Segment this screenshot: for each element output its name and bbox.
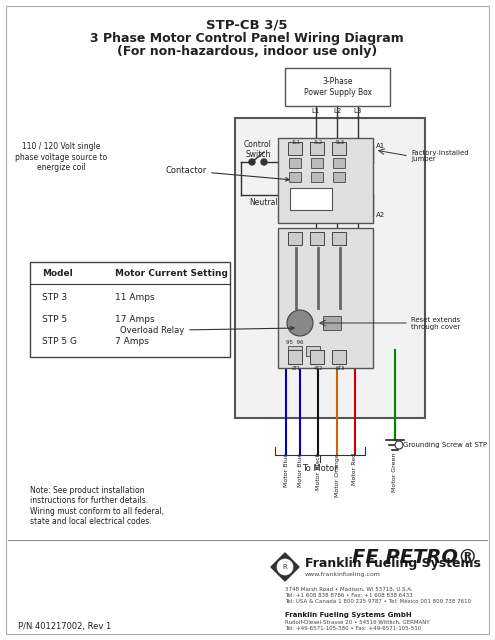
Text: STP 5 G: STP 5 G: [42, 337, 77, 346]
Text: A2: A2: [376, 212, 385, 218]
Text: Reset extends
through cover: Reset extends through cover: [411, 317, 460, 330]
Text: 6T3: 6T3: [336, 366, 345, 371]
Text: To Motor: To Motor: [302, 464, 338, 473]
Bar: [310, 142, 324, 155]
Text: 11 Amps: 11 Amps: [115, 294, 154, 303]
Text: L2: L2: [333, 108, 341, 114]
Text: www.frankinfueling.com: www.frankinfueling.com: [305, 572, 381, 577]
Text: 4T2: 4T2: [313, 366, 323, 371]
Circle shape: [287, 310, 313, 336]
Bar: [323, 316, 341, 330]
Text: 17 Amps: 17 Amps: [115, 316, 154, 324]
Bar: [278, 228, 373, 368]
Text: L1: L1: [312, 108, 320, 114]
Text: Motor Blue: Motor Blue: [297, 453, 302, 487]
Bar: [310, 232, 324, 245]
Text: Overload Relay: Overload Relay: [120, 326, 294, 335]
Bar: [310, 350, 324, 364]
Text: 1L1: 1L1: [292, 140, 300, 145]
Bar: [306, 346, 320, 356]
Text: Note: See product installation
instructions for further details.
Wiring must con: Note: See product installation instructi…: [30, 486, 164, 526]
Text: Grounding Screw at STP: Grounding Screw at STP: [403, 442, 487, 448]
Text: Model: Model: [42, 269, 73, 278]
Bar: [285, 68, 390, 106]
Text: STP 5: STP 5: [42, 316, 67, 324]
Bar: [332, 142, 346, 155]
Text: Contactor: Contactor: [165, 166, 289, 181]
Bar: [332, 350, 346, 364]
Text: Franklin Fueling Systems: Franklin Fueling Systems: [305, 557, 481, 570]
Text: 7 Amps: 7 Amps: [115, 337, 149, 346]
Circle shape: [395, 441, 403, 449]
Text: 2T1: 2T1: [292, 366, 300, 371]
Bar: [289, 158, 301, 168]
Text: A1: A1: [376, 143, 385, 149]
Text: Neutral: Neutral: [249, 198, 278, 207]
Text: Motor Current Setting: Motor Current Setting: [115, 269, 228, 278]
Text: Franklin Fueling Systems GmbH: Franklin Fueling Systems GmbH: [285, 612, 412, 618]
Circle shape: [249, 159, 255, 165]
Text: 3 Phase Motor Control Panel Wiring Diagram: 3 Phase Motor Control Panel Wiring Diagr…: [90, 32, 404, 45]
Bar: [333, 158, 345, 168]
Bar: [311, 172, 323, 182]
Polygon shape: [271, 553, 299, 581]
Text: 3-Phase
Power Supply Box: 3-Phase Power Supply Box: [303, 77, 372, 97]
Text: Motor Green: Motor Green: [393, 453, 397, 492]
Circle shape: [261, 159, 267, 165]
Bar: [288, 142, 302, 155]
Text: 3748 Marsh Road • Madison, WI 53718, U.S.A.
Tel: +1 608 838 8786 • Fax: +1 608 8: 3748 Marsh Road • Madison, WI 53718, U.S…: [285, 587, 471, 604]
Text: Motor Blue: Motor Blue: [284, 453, 289, 487]
Text: L3: L3: [354, 108, 362, 114]
Bar: [288, 232, 302, 245]
Bar: [235, 118, 425, 418]
Bar: [332, 232, 346, 245]
Text: Motor Red: Motor Red: [352, 453, 357, 485]
Text: R: R: [283, 564, 288, 570]
Bar: [311, 158, 323, 168]
Text: Motor Black: Motor Black: [315, 453, 320, 490]
Circle shape: [277, 559, 293, 575]
Bar: [289, 172, 301, 182]
Text: Motor Orange: Motor Orange: [335, 453, 340, 497]
Text: 95  96: 95 96: [286, 340, 303, 345]
Bar: [290, 188, 332, 210]
Bar: [288, 350, 302, 364]
Bar: [333, 172, 345, 182]
Text: (For non-hazardous, indoor use only): (For non-hazardous, indoor use only): [117, 45, 377, 58]
Bar: [288, 346, 302, 356]
Bar: [278, 138, 373, 223]
Text: STP-CB 3/5: STP-CB 3/5: [206, 18, 288, 31]
Text: Control
Switch: Control Switch: [244, 140, 272, 159]
Text: 5L3: 5L3: [336, 140, 345, 145]
Text: 3L2: 3L2: [313, 140, 323, 145]
Text: Factory-Installed
Jumper: Factory-Installed Jumper: [411, 150, 469, 163]
Bar: [30, 262, 230, 357]
Text: FE PETRO®: FE PETRO®: [352, 548, 478, 567]
Text: STP 3: STP 3: [42, 294, 67, 303]
Text: 110 / 120 Volt single
phase voltage source to
energize coil: 110 / 120 Volt single phase voltage sour…: [15, 142, 107, 172]
Text: P/N 401217002, Rev 1: P/N 401217002, Rev 1: [18, 622, 111, 631]
Text: Rudolf-Diesel-Strasse 20 • 54516 Wittlich, GERMANY
Tel: +49-6571-105-380 • Fax: : Rudolf-Diesel-Strasse 20 • 54516 Wittlic…: [285, 620, 430, 631]
